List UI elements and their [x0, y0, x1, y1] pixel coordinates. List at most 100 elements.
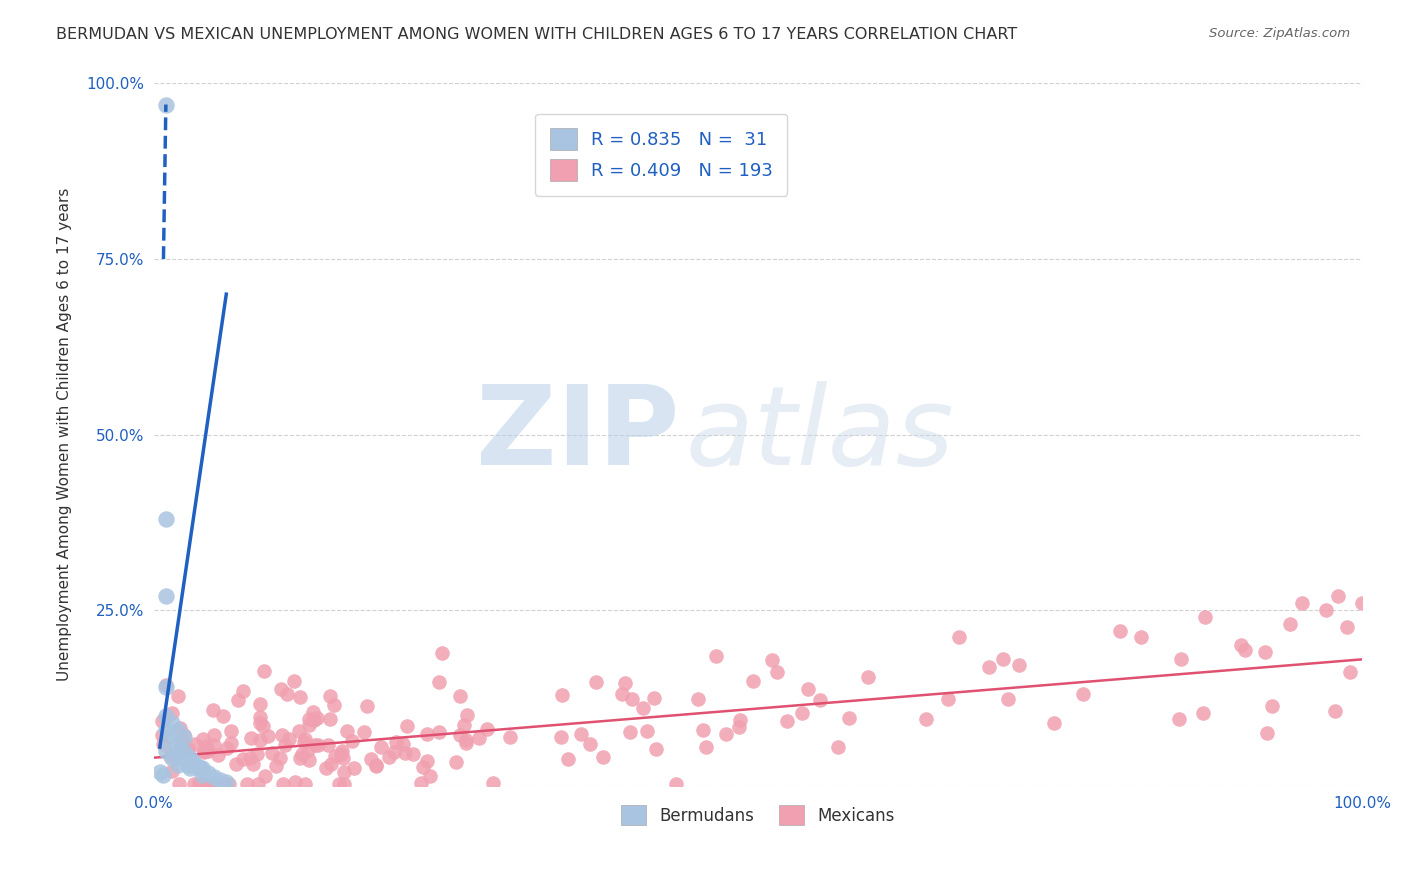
Point	[169, 750, 191, 764]
Point	[278, 731, 301, 746]
Point	[149, 764, 172, 779]
Point	[336, 724, 359, 739]
Point	[155, 512, 177, 526]
Point	[1233, 642, 1256, 657]
Point	[167, 723, 190, 737]
Point	[776, 714, 799, 729]
Point	[321, 756, 343, 771]
Point	[392, 737, 415, 751]
Point	[914, 713, 936, 727]
Point	[378, 749, 401, 764]
Point	[728, 713, 751, 727]
Point	[1109, 624, 1132, 639]
Point	[688, 692, 710, 706]
Point	[1327, 589, 1350, 603]
Point	[477, 722, 499, 736]
Point	[498, 730, 520, 744]
Point	[1261, 699, 1284, 714]
Point	[155, 678, 177, 692]
Point	[318, 713, 340, 727]
Point	[761, 653, 783, 667]
Point	[232, 684, 254, 698]
Point	[167, 777, 190, 791]
Point	[706, 649, 728, 664]
Point	[330, 744, 353, 758]
Point	[631, 700, 654, 714]
Point	[360, 752, 382, 766]
Point	[614, 675, 637, 690]
Point	[201, 777, 224, 791]
Text: BERMUDAN VS MEXICAN UNEMPLOYMENT AMONG WOMEN WITH CHILDREN AGES 6 TO 17 YEARS CO: BERMUDAN VS MEXICAN UNEMPLOYMENT AMONG W…	[56, 27, 1018, 42]
Point	[188, 776, 211, 790]
Point	[266, 759, 288, 773]
Point	[619, 725, 641, 739]
Point	[193, 744, 215, 758]
Point	[215, 740, 238, 755]
Point	[288, 690, 311, 705]
Point	[790, 706, 813, 720]
Point	[302, 705, 325, 719]
Point	[253, 769, 276, 783]
Point	[332, 765, 354, 780]
Point	[454, 733, 477, 747]
Point	[160, 750, 183, 764]
Point	[808, 693, 831, 707]
Point	[179, 750, 201, 764]
Text: Source: ZipAtlas.com: Source: ZipAtlas.com	[1209, 27, 1350, 40]
Point	[453, 718, 475, 732]
Point	[1324, 704, 1347, 718]
Point	[249, 697, 271, 711]
Point	[155, 744, 177, 758]
Point	[167, 744, 190, 758]
Point	[728, 720, 751, 734]
Point	[247, 777, 270, 791]
Point	[1230, 638, 1253, 652]
Point	[292, 735, 315, 749]
Point	[239, 731, 262, 745]
Point	[150, 728, 173, 742]
Point	[636, 724, 658, 739]
Point	[197, 766, 219, 780]
Point	[382, 745, 405, 759]
Point	[416, 754, 439, 768]
Point	[181, 754, 204, 768]
Point	[1291, 596, 1313, 610]
Point	[620, 692, 643, 706]
Point	[270, 681, 292, 696]
Point	[176, 757, 198, 772]
Point	[183, 777, 205, 791]
Point	[766, 665, 789, 680]
Point	[271, 777, 294, 791]
Point	[212, 709, 235, 723]
Point	[207, 777, 229, 791]
Point	[253, 665, 276, 679]
Point	[569, 727, 592, 741]
Point	[394, 747, 416, 761]
Point	[298, 754, 321, 768]
Point	[184, 757, 207, 772]
Point	[409, 775, 432, 789]
Point	[188, 777, 211, 791]
Point	[211, 777, 233, 791]
Point	[298, 718, 321, 732]
Point	[159, 748, 181, 763]
Point	[742, 674, 765, 689]
Point	[1278, 617, 1301, 632]
Point	[449, 689, 471, 703]
Point	[1336, 620, 1358, 634]
Point	[332, 751, 354, 765]
Point	[356, 698, 378, 713]
Point	[160, 764, 183, 778]
Point	[155, 589, 177, 603]
Point	[276, 687, 298, 701]
Point	[333, 777, 356, 791]
Point	[291, 747, 314, 761]
Point	[370, 739, 392, 754]
Point	[257, 729, 280, 743]
Point	[262, 746, 284, 760]
Point	[170, 738, 193, 752]
Point	[228, 693, 250, 707]
Point	[155, 723, 177, 737]
Point	[319, 689, 342, 703]
Point	[364, 757, 387, 772]
